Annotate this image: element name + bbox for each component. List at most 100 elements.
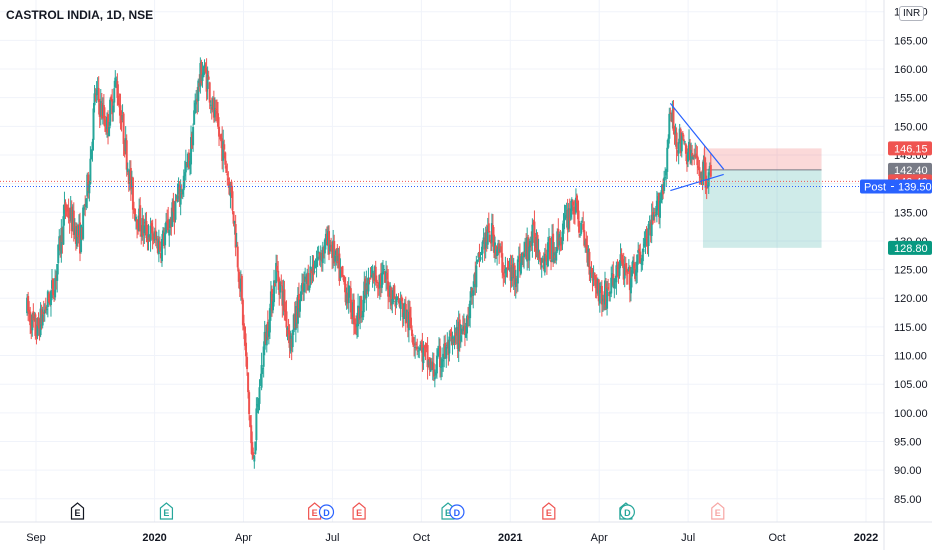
y-tick-label: 105.00 — [894, 379, 928, 391]
candle-body — [563, 216, 566, 221]
candle-body — [500, 246, 503, 253]
candle-body — [115, 79, 118, 81]
candle-body — [435, 355, 438, 374]
candle-body — [688, 141, 691, 156]
candle-body — [655, 200, 658, 216]
candle-body — [595, 286, 598, 294]
candle-body — [377, 282, 380, 289]
candle-body — [289, 335, 292, 352]
candle-body — [608, 291, 611, 297]
candle-body — [694, 154, 697, 156]
candle-body — [116, 81, 119, 98]
candle-body — [196, 98, 199, 102]
candle-body — [385, 271, 388, 280]
candle-body — [245, 342, 248, 357]
candle-body — [599, 286, 602, 290]
candle-body — [670, 112, 673, 122]
price-label-value: 146.15 — [894, 143, 928, 155]
candle-body — [482, 237, 485, 243]
candle-body — [492, 234, 495, 253]
candle-body — [484, 232, 487, 249]
candle-body — [96, 87, 99, 89]
candle-body — [91, 141, 94, 151]
candle-body — [441, 359, 444, 368]
x-tick-label: Apr — [235, 532, 252, 544]
candle-body — [28, 309, 31, 314]
candle-body — [665, 169, 668, 176]
candle-body — [147, 234, 150, 241]
position-zones[interactable] — [702, 148, 822, 248]
x-tick-label: 2020 — [142, 532, 166, 544]
event-markers[interactable]: EEEDEEDEEDE — [70, 502, 725, 520]
candle-body — [431, 362, 434, 371]
candle-body — [510, 264, 513, 281]
candle-body — [432, 363, 435, 377]
candle-body — [405, 309, 408, 322]
candle-body — [574, 197, 577, 213]
candle-body — [308, 285, 311, 291]
candle-body — [417, 350, 420, 352]
candle-body — [102, 105, 105, 119]
candle-body — [136, 219, 139, 228]
candle-body — [340, 267, 343, 269]
candle-body — [356, 324, 359, 327]
candle-body — [437, 348, 440, 351]
candle-body — [119, 105, 122, 124]
candle-body — [433, 377, 436, 380]
candle-body — [403, 302, 406, 316]
candle-body — [588, 251, 591, 275]
candle-body — [436, 350, 439, 357]
candle-body — [140, 234, 143, 236]
candle-body — [701, 170, 704, 180]
candle-body — [178, 186, 181, 202]
candle-body — [92, 108, 95, 140]
candle-body — [210, 106, 213, 111]
candle-body — [45, 309, 48, 311]
candle-body — [511, 263, 514, 278]
earnings-marker-label: E — [356, 508, 362, 518]
candle-body — [232, 211, 235, 224]
candle-body — [587, 249, 590, 266]
candle-body — [154, 230, 157, 240]
x-tick-label: 2022 — [854, 532, 878, 544]
candle-body — [489, 239, 492, 244]
candle-body — [590, 268, 593, 273]
candle-body — [61, 227, 64, 243]
candle-body — [662, 184, 665, 195]
candle-body — [661, 184, 664, 200]
candle-body — [475, 265, 478, 288]
candle-body — [339, 269, 342, 279]
candle-body — [472, 290, 475, 296]
y-tick-label: 155.00 — [894, 93, 928, 105]
candle-body — [315, 259, 318, 267]
candle-body — [421, 344, 424, 362]
candle-body — [682, 139, 685, 142]
candle-body — [129, 167, 132, 189]
candle-body — [236, 246, 239, 268]
candle-body — [517, 256, 520, 262]
candle-body — [584, 240, 587, 245]
candle-body — [182, 175, 185, 191]
candle-body — [276, 265, 279, 271]
candle-body — [221, 138, 224, 161]
triangle-drawing[interactable] — [669, 103, 725, 192]
symbol-title[interactable]: CASTROL INDIA, 1D, NSE — [6, 8, 154, 22]
candle-body — [658, 200, 661, 218]
triangle-lower-line — [670, 173, 724, 192]
candle-body — [307, 273, 310, 290]
currency-badge[interactable]: INR — [899, 6, 925, 21]
candle-body — [200, 61, 203, 84]
earnings-marker — [542, 502, 556, 520]
candle-body — [52, 278, 55, 296]
candle-body — [559, 237, 562, 241]
candle-body — [620, 252, 623, 261]
candle-body — [638, 248, 641, 252]
candle-body — [198, 82, 201, 87]
candle-body — [390, 287, 393, 306]
candle-body — [122, 113, 125, 144]
candle-body — [487, 223, 490, 233]
candle-body — [363, 281, 366, 304]
